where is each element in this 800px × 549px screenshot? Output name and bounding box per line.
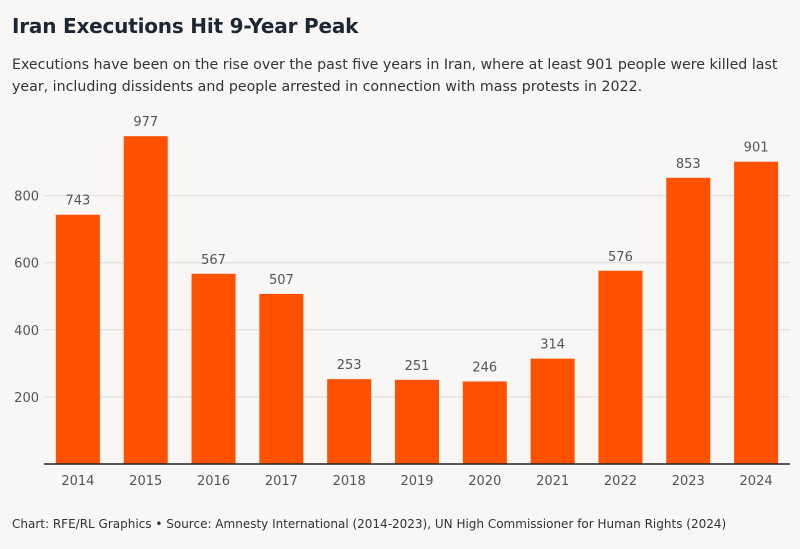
bar-2022 bbox=[598, 270, 643, 464]
x-tick-label-2022: 2022 bbox=[604, 474, 637, 489]
x-tick-label-2021: 2021 bbox=[536, 474, 569, 489]
y-tick-label: 800 bbox=[14, 190, 39, 205]
chart-title: Iran Executions Hit 9-Year Peak bbox=[12, 14, 359, 38]
bar-2023 bbox=[666, 177, 711, 465]
x-tick-label-2017: 2017 bbox=[265, 474, 298, 489]
data-label-2016: 567 bbox=[201, 253, 226, 268]
x-tick-label-2023: 2023 bbox=[672, 474, 705, 489]
x-tick-label-2014: 2014 bbox=[61, 474, 94, 489]
data-label-2014: 743 bbox=[65, 194, 90, 209]
data-label-2023: 853 bbox=[676, 157, 701, 172]
x-axis-ticks: 2014 2015 2016 2017 2018 2019 2020 2021 2022 2023… bbox=[61, 474, 772, 489]
chart-subtitle: Executions have been on the rise over th… bbox=[12, 57, 778, 95]
bar-2018 bbox=[327, 379, 372, 464]
bar-2016 bbox=[191, 273, 236, 464]
data-label-2017: 507 bbox=[269, 273, 294, 288]
data-label-2018: 253 bbox=[337, 358, 362, 373]
data-label-2015: 977 bbox=[133, 115, 158, 130]
bar-2021 bbox=[530, 358, 575, 464]
data-label-2022: 576 bbox=[608, 250, 633, 265]
y-axis-ticks: 200 400 600 800 bbox=[14, 190, 39, 406]
x-tick-label-2024: 2024 bbox=[740, 474, 773, 489]
bar-2014 bbox=[55, 214, 100, 464]
x-tick-label-2016: 2016 bbox=[197, 474, 230, 489]
data-labels: 743 977 567 507 253 251 246 314 576 853 901 bbox=[65, 115, 768, 375]
bar-2024 bbox=[734, 161, 779, 465]
y-tick-label: 600 bbox=[14, 257, 39, 272]
data-label-2021: 314 bbox=[540, 338, 565, 353]
bar-2020 bbox=[462, 381, 507, 464]
bar-2015 bbox=[123, 136, 168, 465]
bar-2017 bbox=[259, 293, 304, 464]
bar-2019 bbox=[395, 379, 439, 464]
x-tick-label-2015: 2015 bbox=[129, 474, 162, 489]
x-tick-label-2020: 2020 bbox=[468, 474, 501, 489]
chart-footer: Chart: RFE/RL Graphics • Source: Amnesty… bbox=[12, 517, 727, 531]
y-tick-label: 400 bbox=[14, 324, 39, 339]
data-label-2019: 251 bbox=[405, 359, 430, 374]
x-tick-label-2019: 2019 bbox=[400, 474, 433, 489]
data-label-2020: 246 bbox=[472, 360, 497, 375]
bars bbox=[55, 136, 779, 465]
y-tick-label: 200 bbox=[14, 391, 39, 406]
data-label-2024: 901 bbox=[744, 141, 769, 156]
x-tick-label-2018: 2018 bbox=[333, 474, 366, 489]
